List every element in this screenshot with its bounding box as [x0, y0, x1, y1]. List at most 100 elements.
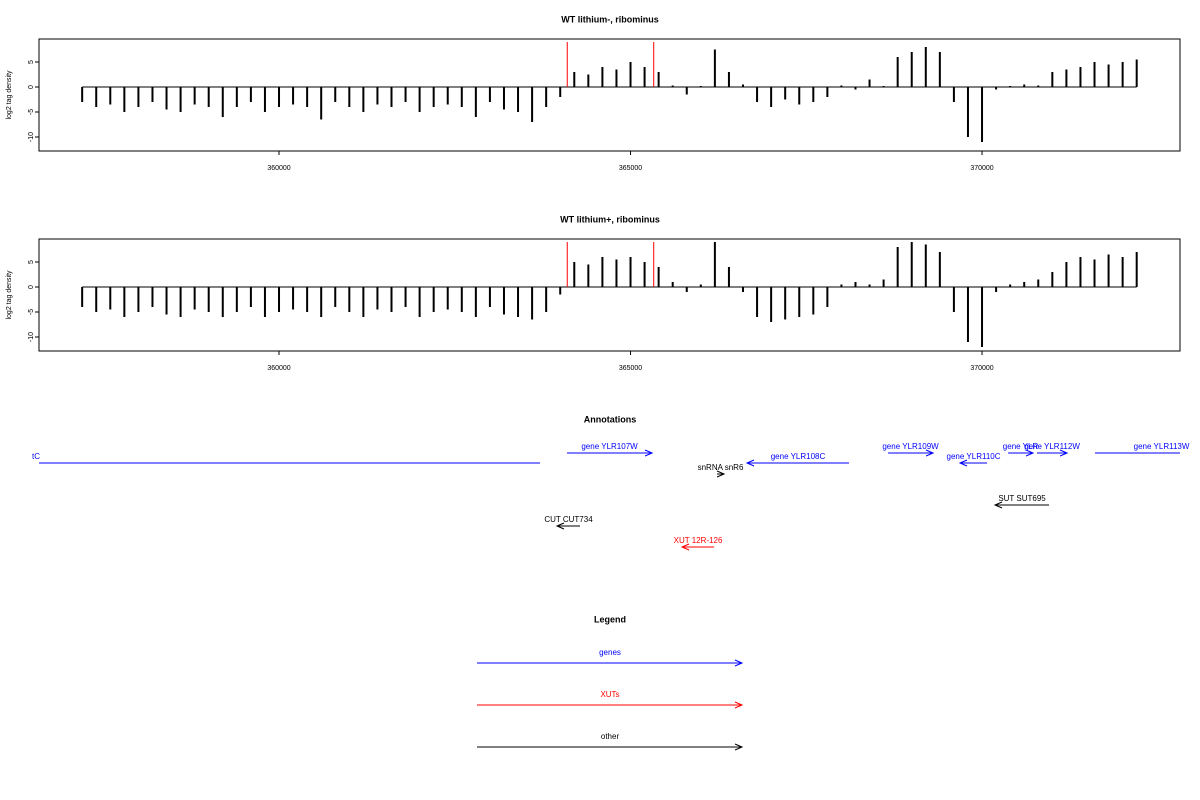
bar [362, 287, 365, 317]
feature-arrow-head [925, 449, 935, 457]
feature-arrow-head [680, 543, 690, 551]
bar [981, 87, 984, 142]
bar [727, 267, 730, 287]
bar [784, 287, 787, 320]
bar [292, 287, 295, 310]
bar [1121, 257, 1124, 287]
bar [235, 87, 238, 107]
bar [573, 72, 576, 87]
bar [418, 287, 421, 317]
bar [770, 87, 773, 107]
legend-arrow-head [734, 659, 744, 667]
bar [460, 287, 463, 312]
bar [1023, 84, 1026, 87]
y-axis-label: log2 tag density [6, 270, 13, 320]
feature-arrow-head [1059, 449, 1069, 457]
bar [1079, 67, 1082, 87]
y-tick-label: -10 [28, 332, 35, 342]
feature-label: XUT 12R-126 [674, 536, 723, 545]
bar [362, 87, 365, 112]
feature-label: CUT CUT734 [544, 515, 593, 524]
bar [235, 287, 238, 312]
bar [334, 87, 337, 102]
bar [882, 86, 885, 87]
legend-arrow-head [734, 701, 744, 709]
bar [938, 52, 941, 87]
feature-arrow-head [555, 522, 565, 530]
x-tick-label: 365000 [619, 365, 642, 372]
bar [432, 87, 435, 107]
bar [1037, 85, 1040, 87]
bar [882, 279, 885, 287]
bar [559, 287, 562, 295]
bar [207, 87, 210, 107]
bar [952, 287, 955, 312]
bar [81, 87, 84, 102]
bar [601, 67, 604, 87]
bar [502, 87, 505, 110]
bar [657, 267, 660, 287]
bar [840, 85, 843, 87]
bar [699, 86, 702, 87]
bar [221, 287, 224, 317]
bar [896, 57, 899, 87]
bar [432, 287, 435, 312]
bar [165, 87, 168, 110]
bar [756, 87, 759, 102]
bar [179, 287, 182, 317]
bar [545, 87, 548, 107]
bar [910, 242, 913, 287]
annotation-track [39, 449, 1180, 551]
bar [1107, 254, 1110, 287]
bar [123, 87, 126, 112]
chart-title: WT lithium+, ribominus [560, 214, 660, 224]
bar [826, 287, 829, 307]
bar [151, 87, 154, 102]
feature-label: gene YLR107W [581, 442, 638, 451]
y-tick-label: 0 [28, 85, 35, 89]
chart-title: WT lithium-, ribominus [561, 14, 659, 24]
bar [193, 87, 196, 105]
x-tick-label: 370000 [970, 165, 993, 172]
feature-label: SUT SUT695 [998, 494, 1046, 503]
x-tick-label: 370000 [970, 365, 993, 372]
bar [1065, 69, 1068, 87]
annotations-title: Annotations [584, 414, 637, 424]
bar [742, 84, 745, 87]
legend-label: XUTs [600, 690, 619, 699]
bar [713, 49, 716, 87]
bar [376, 87, 379, 105]
bar [826, 87, 829, 97]
bar [1093, 62, 1096, 87]
bar [854, 87, 857, 90]
bar [868, 284, 871, 287]
bar [221, 87, 224, 117]
feature-arrow-head [644, 449, 654, 457]
y-tick-label: 0 [28, 285, 35, 289]
bar [446, 87, 449, 105]
bar [770, 287, 773, 322]
bar [685, 87, 688, 95]
bar [587, 264, 590, 287]
bar [868, 79, 871, 87]
y-axis-label: log2 tag density [6, 70, 13, 120]
bar [109, 87, 112, 105]
y-tick-label: -5 [28, 309, 35, 315]
bar [418, 87, 421, 112]
legend-title: Legend [594, 614, 626, 624]
bar [545, 287, 548, 312]
bar [278, 87, 281, 107]
bar [981, 287, 984, 347]
bar [320, 287, 323, 317]
legend-arrow-head [734, 743, 744, 751]
bar [1037, 279, 1040, 287]
bar [390, 287, 393, 312]
feature-label: gene YLR [1003, 442, 1039, 451]
bar [263, 287, 266, 317]
y-tick-label: 5 [28, 260, 35, 264]
feature-arrow-head [716, 470, 726, 478]
y-tick-label: -10 [28, 132, 35, 142]
legend-label: genes [599, 648, 621, 657]
